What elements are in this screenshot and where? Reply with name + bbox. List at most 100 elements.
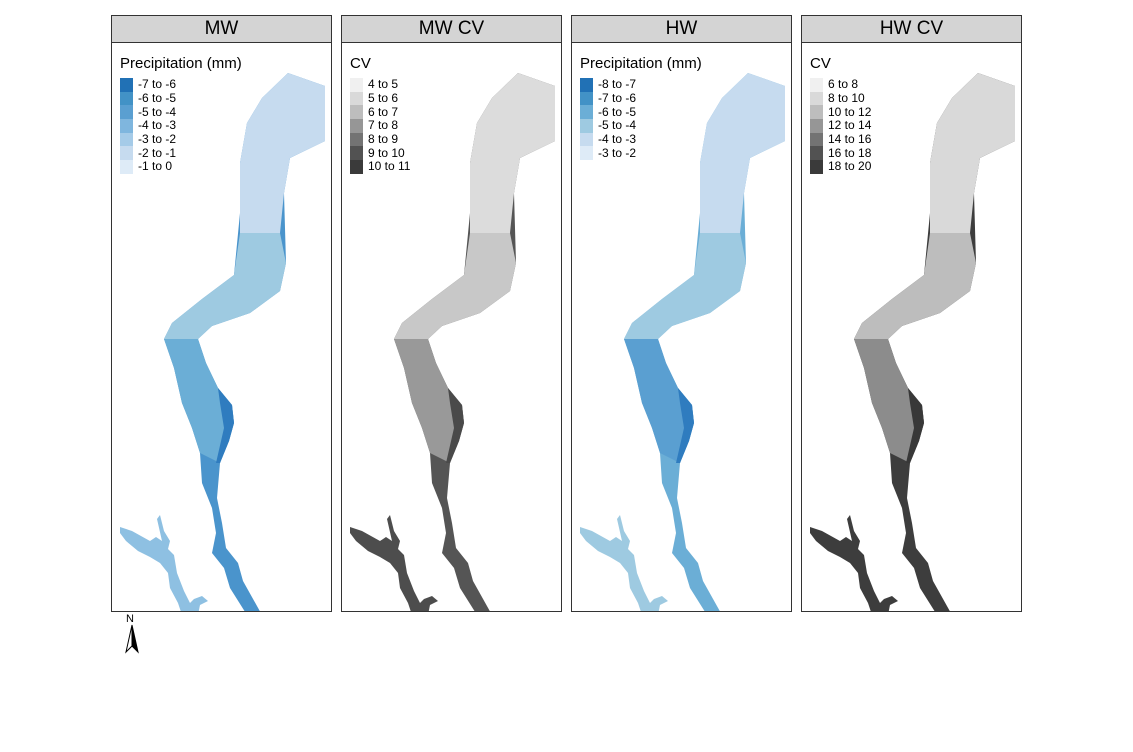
legend-item: 6 to 8: [810, 78, 871, 92]
legend-item: -7 to -6: [120, 78, 242, 92]
legend-item: 10 to 12: [810, 104, 872, 120]
legend-label: 8 to 9: [368, 132, 399, 147]
legend-item: 10 to 11: [350, 160, 410, 174]
legend-label: -5 to -4: [138, 104, 177, 119]
legend-swatch: [810, 78, 823, 92]
legend-label: -6 to -5: [138, 91, 177, 106]
legend-label: 5 to 6: [368, 91, 399, 106]
map-panel-hw: HW Precipitation (mm) -8 to -7 -7 to -6 -6…: [571, 15, 792, 612]
legend-swatch: [350, 119, 363, 133]
panel-title: MW CV: [341, 15, 562, 43]
legend-label: -3 to -2: [138, 132, 177, 147]
legend-swatch: [810, 146, 823, 161]
river-middle-reach: [624, 339, 694, 463]
panel-title: HW CV: [801, 15, 1022, 43]
river-lower-reach: [854, 73, 1015, 611]
river-map: [350, 73, 555, 611]
legend-item: 4 to 5: [350, 78, 410, 92]
legend-swatch: [350, 91, 363, 106]
tributary-branch: [580, 515, 668, 611]
legend-label: 12 to 14: [828, 118, 872, 133]
legend-label: 6 to 8: [828, 77, 859, 92]
legend-list: -7 to -6 -6 to -5 -5 to -4 -4 to -3 -3 to -2…: [120, 78, 242, 174]
legend-swatch: [580, 119, 593, 133]
river-middle-reach: [394, 339, 464, 463]
legend-item: -2 to -1: [120, 145, 242, 161]
legend-label: 18 to 20: [828, 159, 872, 174]
legend-item: -7 to -6: [580, 92, 702, 106]
legend-label: 10 to 11: [368, 159, 411, 174]
legend-swatch: [580, 105, 593, 120]
legend-label: -3 to -2: [598, 145, 637, 160]
river-bank-edge: [446, 388, 464, 463]
legend-item: 8 to 9: [350, 133, 410, 147]
legend-item: -8 to -7: [580, 78, 702, 92]
legend-item: -3 to -2: [120, 133, 242, 147]
legend-swatch: [580, 78, 593, 92]
legend-item: 9 to 10: [350, 146, 410, 161]
legend-label: -4 to -3: [138, 118, 177, 133]
legend-label: -8 to -7: [598, 77, 637, 92]
legend: Precipitation (mm) -8 to -7 -7 to -6 -6 to…: [580, 55, 702, 161]
legend-label: 16 to 18: [828, 145, 872, 160]
legend-swatch: [580, 146, 593, 161]
river-bank-edge: [906, 388, 924, 463]
north-arrow-label: N: [126, 613, 134, 625]
legend-item: -1 to 0: [120, 160, 242, 174]
map-frame: Precipitation (mm) -7 to -6 -6 to -5 -5 to…: [111, 42, 332, 612]
legend-swatch: [120, 105, 133, 120]
river-lower-reach: [164, 73, 325, 611]
legend-swatch: [810, 91, 823, 106]
river-lower-reach: [624, 73, 785, 611]
legend-title: CV: [350, 55, 371, 72]
river-north-reach: [930, 73, 1015, 233]
legend-item: -4 to -3: [120, 119, 242, 133]
legend-item: -3 to -2: [580, 145, 702, 161]
legend-item: 5 to 6: [350, 92, 410, 106]
map-panel-mw: MW Precipitation (mm) -7 to -6 -6 to -5 -5…: [111, 15, 332, 612]
legend-label: 10 to 12: [828, 104, 872, 119]
river-upper-reach: [394, 233, 516, 339]
legend-swatch: [120, 91, 133, 106]
north-arrow-icon: [125, 624, 139, 654]
legend-label: -1 to 0: [138, 159, 173, 174]
legend-swatch: [350, 132, 363, 147]
legend: Precipitation (mm) -7 to -6 -6 to -5 -5 to…: [120, 55, 242, 174]
river-middle-reach: [164, 339, 234, 463]
legend-label: -4 to -3: [598, 132, 637, 147]
legend-label: 7 to 8: [368, 118, 399, 133]
legend-item: -5 to -4: [580, 119, 702, 133]
legend-swatch: [810, 132, 823, 147]
river-upper-reach: [624, 233, 746, 339]
river-bank-edge: [216, 388, 234, 463]
legend-item: 14 to 16: [810, 133, 871, 147]
legend-item: 16 to 18: [810, 145, 872, 161]
legend-swatch: [120, 160, 133, 174]
tributary-branch: [120, 515, 208, 611]
river-upper-reach: [164, 233, 286, 339]
legend-swatch: [350, 105, 363, 120]
legend-label: 6 to 7: [368, 104, 399, 119]
panel-title: MW: [111, 15, 332, 43]
legend-swatch: [120, 146, 133, 161]
legend-item: 7 to 8: [350, 119, 410, 133]
legend-item: -6 to -5: [580, 105, 702, 120]
legend-label: -2 to -1: [138, 145, 177, 160]
legend-swatch: [580, 91, 593, 106]
river-north-reach: [700, 73, 785, 233]
river-lower-reach: [394, 73, 555, 611]
legend-swatch: [120, 132, 133, 147]
legend-swatch: [120, 119, 133, 133]
legend-label: 14 to 16: [828, 132, 872, 147]
legend-label: -7 to -6: [138, 77, 177, 92]
river-map: [810, 73, 1015, 611]
legend-item: -5 to -4: [120, 104, 242, 120]
